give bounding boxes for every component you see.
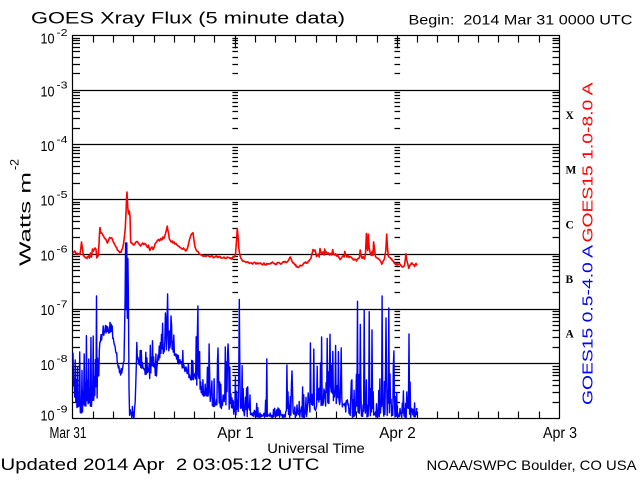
svg-text:10: 10 [41, 83, 55, 100]
svg-text:Watts m: Watts m [18, 172, 35, 266]
svg-text:Begin: 2014 Mar 31 0000 UTC: Begin: 2014 Mar 31 0000 UTC [409, 11, 633, 27]
svg-text:M: M [566, 165, 577, 177]
svg-text:10: 10 [41, 193, 55, 210]
svg-text:-2: -2 [10, 159, 22, 170]
svg-text:X: X [566, 110, 575, 122]
svg-text:NOAA/SWPC Boulder, CO USA: NOAA/SWPC Boulder, CO USA [427, 457, 638, 473]
svg-text:GOES Xray Flux (5 minute data): GOES Xray Flux (5 minute data) [31, 9, 345, 28]
svg-text:-9: -9 [57, 404, 68, 416]
svg-text:A: A [566, 329, 575, 341]
svg-text:-4: -4 [57, 134, 68, 146]
svg-text:10: 10 [41, 138, 55, 155]
svg-text:10: 10 [41, 357, 55, 374]
svg-text:Apr 2: Apr 2 [379, 425, 416, 442]
svg-text:GOES15 0.5-4.0 A: GOES15 0.5-4.0 A [580, 245, 597, 405]
svg-text:-8: -8 [57, 353, 68, 365]
svg-text:B: B [566, 274, 574, 286]
svg-text:Updated 2014 Apr 2 03:05:12 U: Updated 2014 Apr 2 03:05:12 UTC [1, 456, 320, 474]
svg-text:Apr 3: Apr 3 [543, 425, 577, 442]
svg-text:-3: -3 [57, 80, 68, 92]
svg-text:Universal Time: Universal Time [267, 440, 365, 456]
svg-text:-2: -2 [57, 27, 68, 39]
svg-text:-7: -7 [57, 298, 68, 310]
svg-text:10: 10 [41, 302, 55, 319]
svg-text:Mar 31: Mar 31 [50, 425, 87, 442]
svg-text:GOES15 1.0-8.0 A: GOES15 1.0-8.0 A [580, 83, 597, 243]
svg-text:10: 10 [41, 247, 55, 264]
svg-text:10: 10 [41, 31, 55, 48]
svg-text:-5: -5 [57, 189, 68, 201]
svg-text:Apr 1: Apr 1 [217, 425, 254, 442]
svg-text:C: C [566, 219, 574, 231]
svg-text:10: 10 [41, 407, 55, 424]
svg-text:-6: -6 [57, 244, 68, 256]
